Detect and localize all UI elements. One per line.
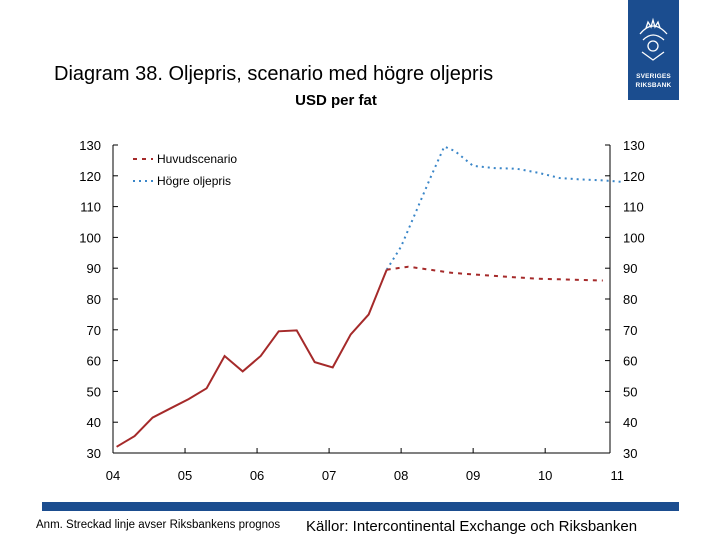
y-tick-label-left: 100	[79, 230, 101, 245]
x-tick-label: 06	[250, 468, 264, 483]
y-tick-label-left: 70	[87, 323, 101, 338]
x-tick-label: 07	[322, 468, 336, 483]
x-tick-label: 10	[538, 468, 552, 483]
y-tick-label-left: 60	[87, 354, 101, 369]
y-tick-label-right: 90	[623, 261, 637, 276]
y-tick-label-right: 30	[623, 446, 637, 461]
x-tick-label: 11	[610, 468, 624, 483]
y-tick-label-right: 40	[623, 415, 637, 430]
main-scenario-line	[387, 267, 603, 281]
x-tick-label: 09	[466, 468, 480, 483]
y-tick-label-left: 110	[80, 200, 101, 215]
y-tick-label-right: 110	[623, 200, 644, 215]
y-tick-label-left: 90	[87, 261, 101, 276]
y-tick-label-left: 130	[79, 138, 101, 153]
y-tick-label-right: 120	[623, 169, 645, 184]
x-tick-label: 05	[178, 468, 192, 483]
y-tick-label-right: 50	[623, 384, 637, 399]
x-tick-label: 04	[106, 468, 120, 483]
y-tick-label-right: 80	[623, 292, 637, 307]
historical-line	[117, 270, 387, 447]
y-tick-label-left: 80	[87, 292, 101, 307]
y-tick-label-right: 130	[623, 138, 645, 153]
y-tick-label-right: 60	[623, 354, 637, 369]
high-oil-price-line	[387, 147, 625, 270]
y-tick-label-left: 120	[79, 169, 101, 184]
legend-main-scenario-label: Huvudscenario	[157, 152, 237, 166]
y-tick-label-left: 40	[87, 415, 101, 430]
x-tick-label: 08	[394, 468, 408, 483]
y-tick-label-right: 100	[623, 230, 645, 245]
oil-price-chart: 3030404050506060707080809090100100110110…	[0, 0, 720, 500]
y-tick-label-left: 30	[87, 446, 101, 461]
y-tick-label-left: 50	[87, 384, 101, 399]
legend-high-oil-price-label: Högre oljepris	[157, 174, 231, 188]
footer-bar	[42, 502, 679, 511]
y-tick-label-right: 70	[623, 323, 637, 338]
sources-text: Källor: Intercontinental Exchange och Ri…	[306, 518, 637, 535]
footnote: Anm. Streckad linje avser Riksbankens pr…	[36, 519, 280, 531]
